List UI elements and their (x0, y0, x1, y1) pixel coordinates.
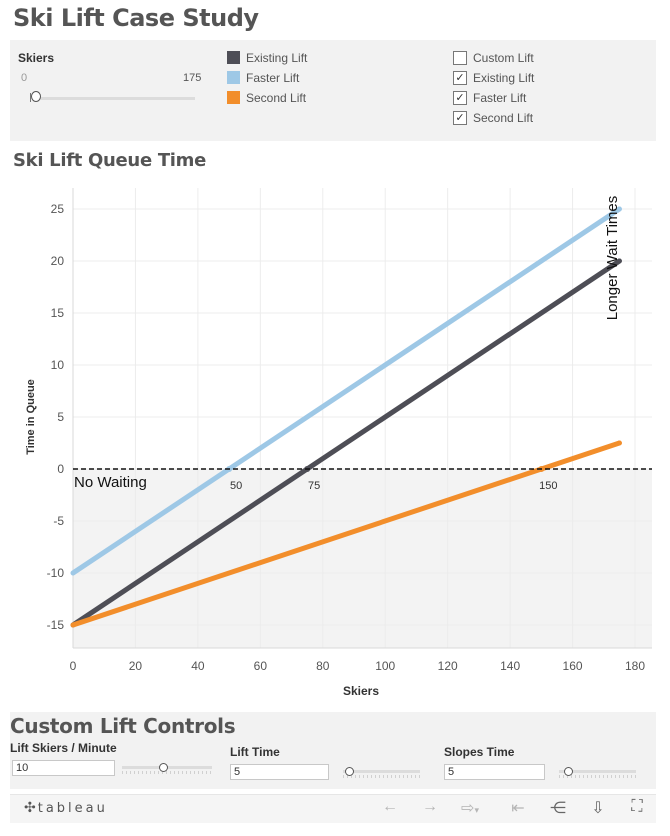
series-end-point-second-lift (616, 440, 622, 446)
checkbox-label: Custom Lift (473, 51, 534, 65)
checkbox-label: Existing Lift (473, 71, 535, 85)
skiers-filter-label: Skiers (18, 51, 55, 65)
zero-crossing-label-faster-lift: 50 (230, 480, 242, 492)
tableau-logo[interactable]: ✣ tableau (24, 800, 108, 816)
x-axis-label: Skiers (343, 684, 379, 698)
slopes-time-input[interactable] (444, 764, 545, 780)
zero-crossing-label-existing-lift: 75 (308, 480, 320, 492)
slopes-time-label: Slopes Time (444, 745, 515, 759)
download-icon[interactable]: ⇩ (591, 800, 605, 817)
lift-skiers-per-minute-slider-thumb[interactable] (158, 763, 168, 772)
custom-controls-title: Custom Lift Controls (10, 714, 236, 738)
x-tick-label: 60 (254, 659, 268, 673)
checkbox-box[interactable] (453, 50, 467, 65)
x-tick-label: 0 (70, 659, 77, 673)
y-tick-label: 10 (51, 358, 65, 372)
x-tick-label: 140 (500, 659, 520, 673)
x-tick-label: 160 (563, 659, 583, 673)
y-tick-label: 15 (51, 306, 65, 320)
lift-time-slider-thumb[interactable] (345, 767, 355, 776)
no-waiting-region (73, 469, 652, 648)
tableau-mark-icon: ✣ (24, 800, 36, 816)
skiers-slider-tick (30, 93, 31, 102)
custom-lift-controls-panel: Custom Lift Controls Lift Skiers / Minut… (10, 712, 656, 789)
chart-title: Ski Lift Queue Time (13, 150, 207, 171)
lift-time-slider[interactable] (343, 770, 420, 773)
checkbox-custom-lift[interactable]: Custom Lift (453, 50, 534, 66)
x-tick-label: 40 (191, 659, 205, 673)
x-tick-label: 80 (316, 659, 330, 673)
redo-icon[interactable]: → (422, 798, 438, 815)
lift-skiers-per-minute-label: Lift Skiers / Minute (10, 741, 117, 755)
checkbox-box[interactable]: ✓ (453, 70, 467, 85)
lift-time-input[interactable] (230, 764, 329, 780)
legend-item-faster-lift[interactable]: Faster Lift (227, 70, 299, 86)
checkbox-label: Faster Lift (473, 91, 527, 105)
y-tick-label: 20 (51, 254, 65, 268)
skiers-min-label: 0 (21, 72, 28, 84)
slider-ticks (343, 775, 420, 778)
fullscreen-icon[interactable]: ⛶ (631, 798, 643, 815)
y-tick-label: 25 (51, 202, 65, 216)
longer-wait-annotation: Longer Wait Times (604, 196, 621, 321)
share-icon[interactable]: ⋲ (550, 800, 566, 817)
checkbox-label: Second Lift (473, 111, 534, 125)
series-end-point-faster-lift (616, 206, 622, 212)
x-tick-label: 180 (625, 659, 645, 673)
tableau-logo-text: tableau (37, 801, 108, 816)
slider-ticks (559, 775, 636, 778)
checkbox-second-lift[interactable]: ✓ Second Lift (453, 110, 533, 126)
legend-swatch (227, 71, 240, 85)
y-tick-label: -5 (53, 514, 64, 528)
slopes-time-slider[interactable] (559, 770, 636, 773)
lift-time-label: Lift Time (230, 745, 280, 759)
legend-label: Existing Lift (246, 51, 308, 65)
no-waiting-annotation: No Waiting (74, 474, 147, 491)
y-tick-label: 0 (57, 462, 64, 476)
checkbox-existing-lift[interactable]: ✓ Existing Lift (453, 70, 534, 86)
x-tick-label: 100 (375, 659, 395, 673)
series-line-existing-lift (70, 258, 622, 628)
reset-icon[interactable]: ⇤ (511, 800, 525, 817)
tableau-toolbar: ✣ tableau ← → ⇨▾ ⇤ ⋲ ⇩ ⛶ (10, 794, 656, 823)
checkbox-faster-lift[interactable]: ✓ Faster Lift (453, 90, 526, 106)
revert-icon[interactable]: ⇨▾ (461, 800, 479, 817)
skiers-slider-thumb[interactable] (31, 91, 41, 102)
y-tick-label: 5 (57, 410, 64, 424)
undo-icon[interactable]: ← (382, 798, 398, 815)
legend-item-existing-lift[interactable]: Existing Lift (227, 50, 307, 66)
series-end-point-existing-lift (616, 258, 622, 264)
legend-label: Faster Lift (246, 71, 300, 85)
skiers-slider-track[interactable] (36, 97, 195, 100)
dashboard-title: Ski Lift Case Study (13, 4, 259, 32)
zero-crossing-point-second-lift (538, 466, 545, 472)
slider-ticks (122, 771, 212, 774)
zero-crossing-point-existing-lift (304, 466, 311, 472)
zero-crossing-point-faster-lift (226, 466, 233, 472)
checkbox-box[interactable]: ✓ (453, 90, 467, 105)
series-line-faster-lift (70, 206, 622, 576)
filter-panel: Skiers 0 175 Existing Lift Faster Lift S… (10, 40, 656, 141)
skiers-max-label: 175 (183, 72, 202, 84)
x-tick-label: 120 (438, 659, 458, 673)
legend-swatch (227, 91, 240, 105)
legend-label: Second Lift (246, 91, 307, 105)
lift-skiers-per-minute-input[interactable] (12, 760, 115, 776)
y-tick-label: -10 (47, 566, 65, 580)
checkbox-box[interactable]: ✓ (453, 110, 467, 125)
x-tick-label: 20 (129, 659, 143, 673)
y-tick-label: -15 (47, 618, 65, 632)
legend-item-second-lift[interactable]: Second Lift (227, 90, 306, 106)
series-line-second-lift (70, 440, 622, 628)
legend-swatch (227, 51, 240, 65)
zero-crossing-label-second-lift: 150 (539, 480, 557, 492)
slopes-time-slider-thumb[interactable] (564, 767, 574, 776)
y-axis-label: Time in Queue (25, 379, 37, 455)
